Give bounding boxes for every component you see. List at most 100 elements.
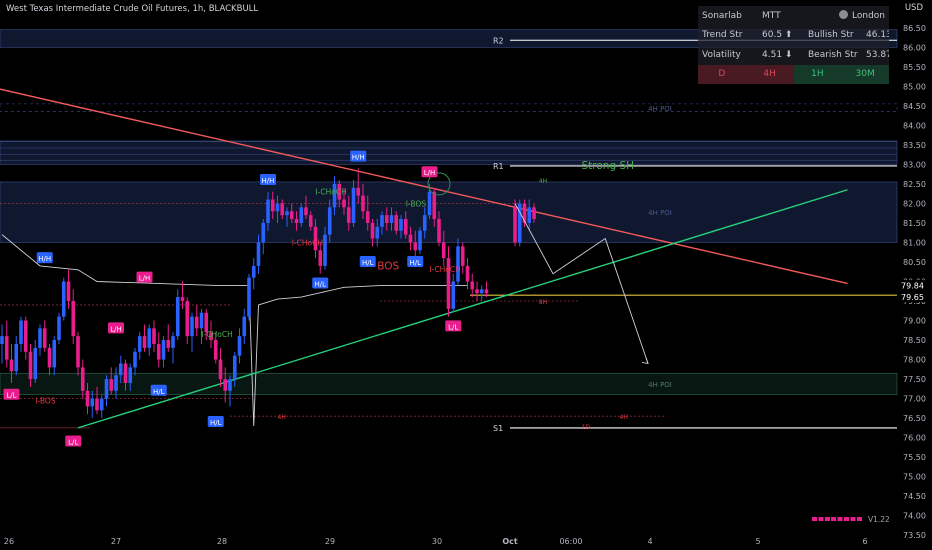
candle-body — [256, 242, 261, 266]
timeframe-row: D 4H 1H 30M — [698, 64, 889, 84]
annotation-10: 1D — [582, 424, 591, 431]
candle-body — [384, 215, 389, 223]
swing-label-12: L/H — [424, 169, 436, 177]
candle-body — [223, 379, 228, 391]
candle-body — [66, 281, 71, 302]
tf-d[interactable]: D — [698, 64, 746, 84]
panel-brand: Sonarlab — [702, 10, 742, 21]
swing-label-8: H/H — [352, 154, 365, 162]
y-tick-label: 80.50 — [903, 258, 926, 267]
y-tick-label: 75.00 — [903, 473, 926, 482]
tf-1h[interactable]: 1H — [793, 64, 842, 84]
candle-body — [261, 222, 266, 243]
swing-label-13: L/L — [448, 323, 458, 331]
swing-label-bg-4 — [108, 322, 124, 334]
bearish-label: Bearish Str — [808, 49, 858, 60]
candle-body — [33, 347, 38, 380]
y-tick-label: 84.50 — [903, 102, 926, 111]
candle-body — [370, 222, 375, 239]
bullish-value: 46.13% — [866, 30, 889, 41]
candle-body — [456, 246, 460, 282]
trend-value: 60.5 ⬆ — [762, 30, 793, 41]
candle-body — [375, 226, 380, 239]
trendline-ascending — [77, 189, 848, 429]
candle-body — [90, 398, 95, 407]
y-tick-label: 74.50 — [903, 492, 926, 501]
candle-body — [470, 281, 475, 290]
annotation-4: I-CHoCH — [202, 330, 233, 339]
annotation-12: 4H — [539, 178, 547, 185]
candle-body — [175, 297, 180, 337]
candle-body — [47, 347, 52, 368]
x-tick-label: 26 — [4, 537, 14, 546]
candle-body — [285, 211, 289, 216]
candle-body — [418, 230, 422, 251]
projection-path — [514, 203, 649, 364]
x-tick-label: 6 — [862, 537, 867, 546]
y-tick-label: 73.50 — [903, 531, 926, 540]
candle-body — [299, 207, 304, 223]
candle-body — [327, 207, 332, 235]
level-label-R1: R1 — [493, 162, 504, 171]
swing-label-2: H/H — [38, 255, 51, 263]
annotation-5: I-CHoCH — [292, 238, 323, 247]
bullish-label: Bullish Str — [808, 30, 854, 41]
tf-4h[interactable]: 4H — [745, 64, 794, 84]
chart-title: West Texas Intermediate Crude Oil Future… — [6, 4, 259, 14]
y-tick-label: 74.00 — [903, 512, 926, 521]
annotation-7: I-CHoCH — [430, 265, 461, 274]
candle-body — [4, 336, 9, 360]
candle-body — [19, 320, 23, 344]
candle-body — [313, 226, 318, 251]
candle-body — [185, 301, 190, 337]
candle-body — [527, 207, 532, 223]
candle-body — [85, 390, 90, 407]
level-label-R2: R2 — [493, 36, 504, 45]
candle-body — [14, 343, 19, 372]
candle-body — [275, 203, 280, 212]
candle-body — [446, 258, 451, 309]
tf-30m[interactable]: 30M — [841, 64, 889, 84]
candle-body — [0, 336, 4, 344]
zone-1 — [0, 103, 898, 112]
swing-label-11: H/L — [409, 259, 421, 267]
candle-body — [266, 199, 270, 223]
candle-body — [204, 312, 209, 333]
bearish-value: 53.87% — [866, 49, 889, 60]
candle-body — [28, 351, 33, 380]
candle-body — [427, 191, 432, 216]
candle-body — [156, 343, 161, 360]
currency-label: USD — [904, 3, 923, 13]
candle-body — [118, 363, 123, 376]
candle-body — [403, 219, 408, 235]
x-tick-label: 06:00 — [559, 537, 582, 546]
annotation-2: I-BOS — [35, 397, 56, 406]
candle-body — [99, 398, 104, 411]
candle-body — [280, 203, 285, 216]
candle-body — [109, 379, 114, 391]
candle-body — [380, 215, 384, 227]
swing-label-5: H/L — [153, 388, 165, 396]
swing-label-4: L/H — [110, 325, 122, 333]
y-tick-label: 84.00 — [903, 121, 926, 130]
candle-body — [346, 207, 351, 223]
candle-body — [147, 328, 152, 348]
swing-label-1: L/L — [68, 439, 78, 447]
zone-label-1: 4H POI — [648, 105, 672, 113]
x-tick-label: 5 — [755, 537, 760, 546]
y-tick-label: 78.50 — [903, 336, 926, 345]
candle-body — [460, 246, 465, 266]
trendline-descending — [0, 88, 848, 285]
candle-body — [133, 351, 137, 368]
candle-body — [52, 340, 57, 368]
zone-4 — [0, 372, 898, 396]
panel-market: MTT — [762, 10, 781, 21]
swing-label-bg-2 — [36, 252, 53, 264]
swing-label-10: H/L — [362, 259, 374, 267]
swing-label-bg-10 — [359, 255, 376, 267]
volatility-value: 4.51 ⬇ — [762, 49, 793, 60]
y-tick-label: 86.00 — [903, 43, 926, 52]
annotation-3: I-BOS — [406, 199, 427, 208]
x-tick-label: Oct — [502, 537, 518, 546]
